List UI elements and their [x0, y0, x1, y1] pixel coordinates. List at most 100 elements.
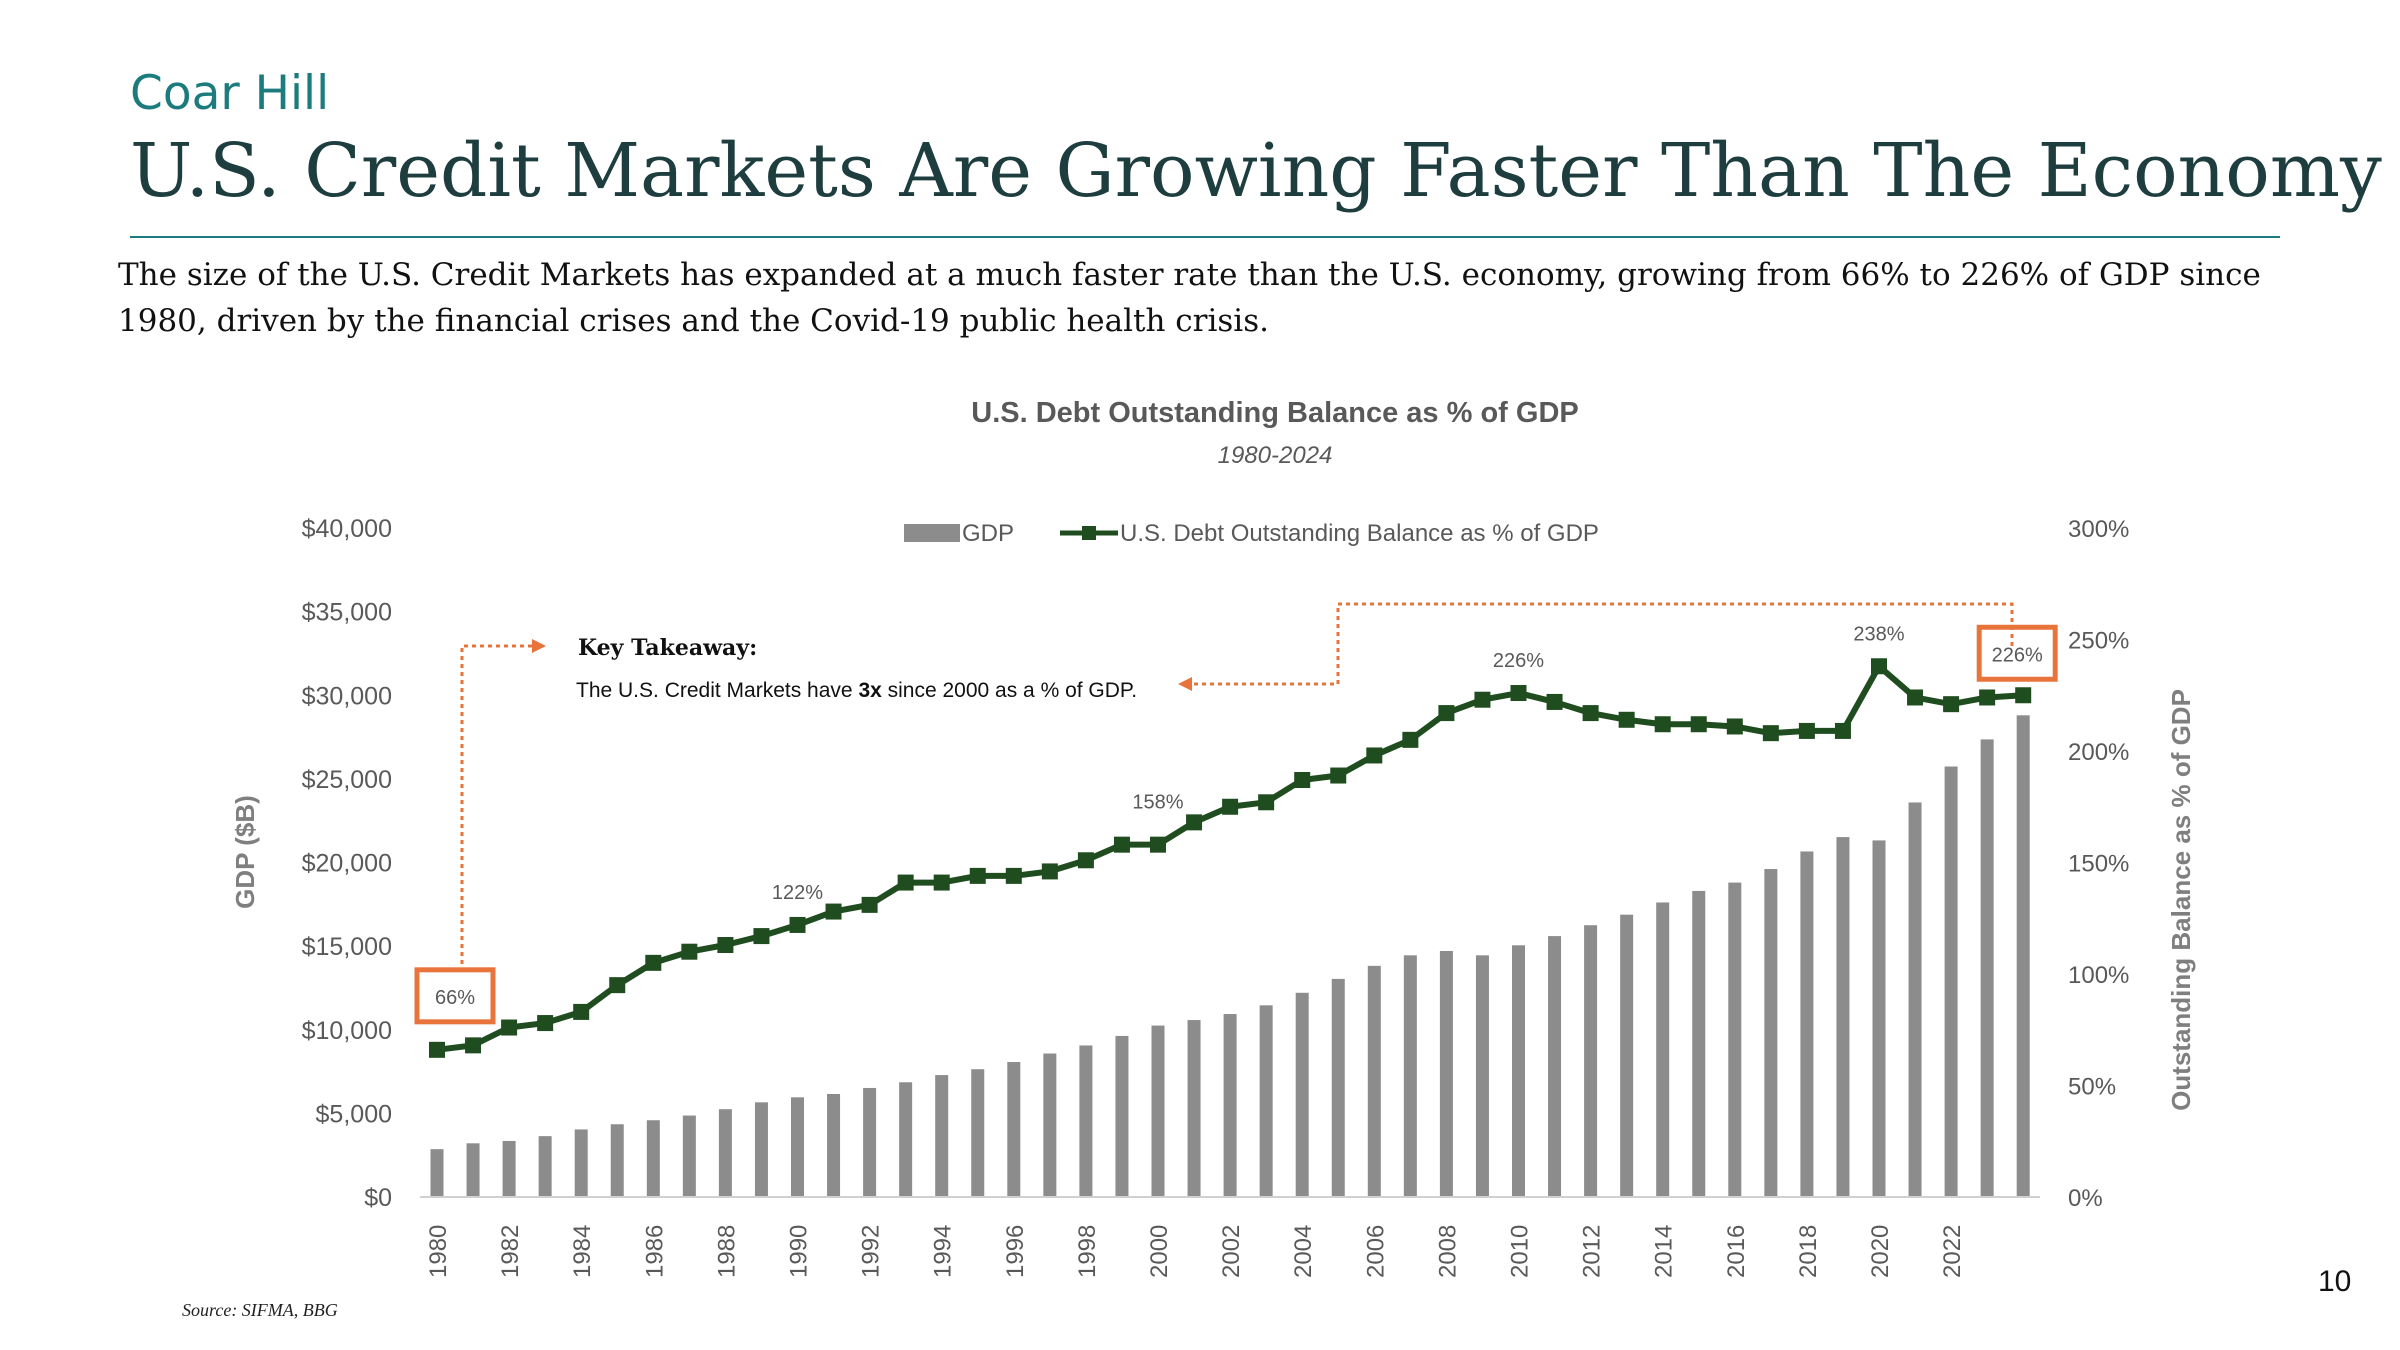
debt-ratio-line: [436, 663, 2024, 1053]
x-tick-label: 2010: [1507, 1225, 1534, 1278]
debt-ratio-point: [1113, 836, 1130, 853]
debt-ratio-point: [789, 916, 806, 933]
gdp-bar: [863, 1087, 877, 1197]
y-tick-label: $20,000: [302, 850, 392, 878]
debt-ratio-point: [537, 1015, 554, 1032]
x-tick-label: 2022: [1939, 1225, 1966, 1278]
debt-ratio-point: [1582, 705, 1599, 722]
debt-ratio-point: [753, 928, 770, 945]
debt-ratio-point: [2015, 687, 2032, 704]
y-tick-label: $15,000: [302, 933, 392, 961]
x-tick-label: 2002: [1218, 1225, 1245, 1278]
gdp-bar: [1836, 837, 1850, 1197]
debt-ratio-point: [1798, 722, 1815, 739]
gdp-bar: [1475, 955, 1489, 1197]
debt-ratio-point: [1186, 814, 1203, 831]
x-tick-label: 1992: [858, 1225, 885, 1278]
gdp-bar: [466, 1143, 480, 1197]
debt-line-series: [429, 658, 2032, 1058]
data-label: 226%: [1992, 644, 2043, 666]
y-tick-label: $30,000: [302, 682, 392, 710]
callout-text: The U.S. Credit Markets have 3x since 20…: [576, 679, 1137, 702]
x-tick-label: 1994: [930, 1225, 957, 1278]
gdp-bar: [610, 1124, 624, 1197]
debt-ratio-point: [1041, 863, 1058, 880]
debt-ratio-point: [1222, 798, 1239, 815]
y2-tick-label: 300%: [2068, 516, 2129, 543]
gdp-bar: [682, 1115, 696, 1197]
gdp-bar: [1331, 978, 1345, 1197]
x-tick-label: 2016: [1723, 1225, 1750, 1278]
x-tick-label: 2012: [1579, 1225, 1606, 1278]
data-label: 66%: [435, 987, 475, 1009]
debt-ratio-point: [1726, 718, 1743, 735]
debt-ratio-point: [429, 1041, 445, 1058]
x-tick-label: 2004: [1290, 1225, 1317, 1278]
callout-connector-right: [1192, 602, 2014, 686]
y-tick-label: $40,000: [302, 515, 392, 543]
gdp-bar: [1656, 902, 1670, 1197]
callout-heading: Key Takeaway:: [578, 635, 757, 661]
debt-ratio-point: [933, 874, 950, 891]
debt-ratio-point: [717, 937, 734, 954]
debt-ratio-point: [1005, 867, 1022, 884]
source-note: Source: SIFMA, BBG: [182, 1300, 338, 1320]
page-subtitle: The size of the U.S. Credit Markets has …: [118, 257, 2261, 339]
gdp-bar: [430, 1149, 444, 1197]
gdp-bar: [971, 1069, 985, 1197]
callout-text-bold: 3x: [858, 679, 882, 702]
y2-tick-label: 50%: [2068, 1074, 2116, 1101]
gdp-bar: [1115, 1035, 1129, 1197]
gdp-bar: [754, 1102, 768, 1197]
callout-arrowhead-right: [1178, 677, 1192, 691]
y-tick-label: $25,000: [302, 766, 392, 794]
y2-tick-label: 150%: [2068, 851, 2129, 878]
debt-ratio-point: [861, 896, 878, 913]
x-tick-label: 2008: [1434, 1225, 1461, 1278]
highlight-box: [1976, 624, 2058, 682]
gdp-bar: [1187, 1020, 1201, 1197]
legend: GDP U.S. Debt Outstanding Balance as % o…: [904, 520, 1599, 547]
gdp-bar: [935, 1075, 949, 1197]
x-tick-label: 2006: [1362, 1225, 1389, 1278]
gdp-bar: [1295, 992, 1309, 1197]
callout-arrowhead-left: [532, 639, 546, 653]
gdp-bar: [1223, 1014, 1237, 1197]
gdp-bar: [1980, 739, 1994, 1197]
gdp-bars: [430, 715, 2030, 1197]
gdp-bar: [1259, 1005, 1273, 1197]
gdp-bar: [1403, 955, 1417, 1197]
data-label: 158%: [1132, 792, 1183, 814]
y2-axis-title: Outstanding Balance as % of GDP: [2166, 689, 2196, 1111]
debt-ratio-point: [681, 943, 698, 960]
gdp-bar: [574, 1129, 588, 1197]
x-tick-label: 2020: [1867, 1225, 1894, 1278]
debt-ratio-point: [1546, 693, 1563, 710]
page-title: U.S. Credit Markets Are Growing Faster T…: [130, 128, 2382, 214]
gdp-bar: [1908, 802, 1922, 1197]
highlight-box: [414, 967, 496, 1025]
data-label: 238%: [1853, 623, 1904, 645]
chart-subtitle: 1980-2024: [1218, 442, 1333, 469]
debt-ratio-point: [897, 874, 914, 891]
y2-tick-label: 200%: [2068, 739, 2129, 766]
gdp-bar: [1944, 766, 1958, 1197]
legend-gdp-swatch: [904, 524, 960, 542]
x-axis: 1980 1982 1984 1986 1988 1990 1992 1994 1996 1998…: [425, 1225, 1966, 1278]
debt-ratio-point: [1366, 747, 1383, 764]
x-tick-label: 1990: [786, 1225, 813, 1278]
debt-ratio-point: [1871, 658, 1887, 675]
gdp-bar: [502, 1140, 516, 1197]
debt-ratio-point: [1979, 689, 1996, 706]
legend-gdp-label: GDP: [962, 520, 1014, 547]
chart-title: U.S. Debt Outstanding Balance as % of GD…: [971, 397, 1579, 429]
debt-ratio-point: [1690, 716, 1707, 733]
gdp-bar: [1439, 950, 1453, 1197]
page-number: 10: [2318, 1265, 2352, 1298]
x-tick-label: 1982: [497, 1225, 524, 1278]
callout-connectors: [460, 602, 2014, 972]
debt-ratio-point: [1474, 691, 1491, 708]
gdp-bar: [791, 1097, 804, 1197]
data-labels: 66% 122% 158% 226% 238% 226%: [414, 623, 2058, 1025]
